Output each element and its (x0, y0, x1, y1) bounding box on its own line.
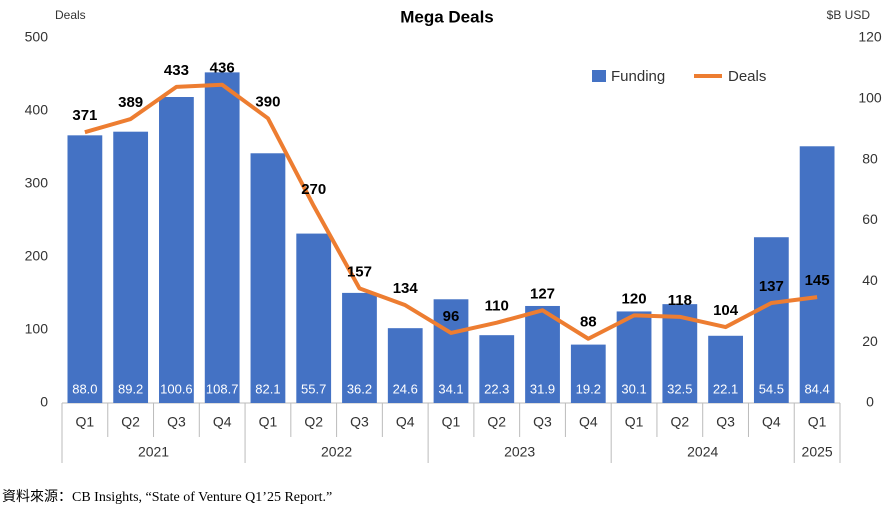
x-tick-label: Q1 (808, 414, 827, 430)
y2-tick-label: 120 (858, 29, 882, 45)
group-label: 2023 (504, 444, 535, 460)
bar-value-label: 22.1 (713, 381, 738, 396)
line-value-label: 436 (210, 60, 235, 77)
y2-tick-label: 40 (862, 272, 878, 288)
line-value-label: 270 (301, 181, 326, 198)
bar-value-label: 36.2 (347, 381, 372, 396)
x-tick-label: Q4 (762, 414, 781, 430)
bar (479, 335, 515, 403)
x-tick-label: Q3 (350, 414, 369, 430)
x-tick-label: Q3 (167, 414, 186, 430)
bar (570, 344, 606, 403)
line-value-label: 371 (72, 107, 97, 124)
line-value-label: 104 (713, 302, 739, 319)
bar-value-label: 100.6 (160, 381, 193, 396)
y2-tick-label: 20 (862, 333, 878, 349)
line-value-label: 120 (622, 290, 647, 307)
bar-value-label: 54.5 (759, 381, 784, 396)
y-tick-label: 0 (40, 394, 48, 410)
group-label: 2025 (802, 444, 833, 460)
x-tick-label: Q4 (396, 414, 415, 430)
bar-value-label: 22.3 (484, 381, 509, 396)
y-tick-label: 200 (25, 248, 49, 264)
x-tick-label: Q2 (304, 414, 323, 430)
bar (433, 299, 469, 403)
line-value-label: 390 (255, 93, 280, 110)
x-tick-label: Q1 (76, 414, 95, 430)
bar-value-label: 108.7 (206, 381, 239, 396)
group-label: 2024 (687, 444, 718, 460)
line-value-label: 96 (443, 308, 460, 325)
x-tick-label: Q3 (533, 414, 552, 430)
bar (525, 305, 560, 403)
chart: Mega Deals Deals $B USD 0100200300400500… (25, 7, 882, 463)
line-value-label: 433 (164, 62, 189, 79)
y-tick-label: 500 (25, 29, 49, 45)
line-value-label: 389 (118, 94, 143, 111)
group-label: 2022 (321, 444, 352, 460)
bar (67, 135, 103, 404)
y2-tick-label: 100 (858, 90, 882, 106)
x-tick-label: Q2 (670, 414, 689, 430)
line-value-label: 145 (805, 272, 830, 289)
x-tick-label: Q1 (259, 414, 278, 430)
bar-value-label: 89.2 (118, 381, 143, 396)
legend-label: Funding (611, 68, 665, 85)
legend-swatch (592, 70, 606, 82)
y2-tick-label: 0 (866, 394, 874, 410)
x-tick-label: Q2 (121, 414, 140, 430)
x-tick-label: Q4 (579, 414, 598, 430)
y-tick-label: 400 (25, 102, 49, 118)
bar (799, 146, 835, 404)
y-axis-label: Deals (55, 8, 86, 22)
line-value-label: 157 (347, 263, 372, 280)
line (84, 82, 818, 341)
line-value-label: 110 (485, 298, 509, 315)
bar (342, 292, 377, 403)
line-value-label: 118 (668, 292, 692, 309)
x-tick-label: Q3 (716, 414, 735, 430)
bar-value-label: 82.1 (255, 381, 280, 396)
y2-axis-label: $B USD (827, 8, 871, 22)
x-tick-label: Q4 (213, 414, 232, 430)
x-tick-label: Q1 (625, 414, 644, 430)
source: 資料來源：CB Insights, “State of Venture Q1’2… (2, 490, 333, 505)
line-value-label: 88 (580, 314, 597, 331)
bar (159, 97, 194, 403)
legend-label: Deals (728, 68, 766, 85)
bar (708, 335, 743, 403)
x-tick-label: Q1 (442, 414, 461, 430)
chart-title: Mega Deals (400, 7, 494, 26)
bar-value-label: 34.1 (438, 381, 463, 396)
bar-value-label: 24.6 (393, 381, 418, 396)
bar (113, 131, 149, 403)
bar-value-label: 31.9 (530, 381, 555, 396)
bar (753, 237, 789, 403)
bar-value-label: 19.2 (576, 381, 601, 396)
line-value-label: 137 (759, 278, 784, 295)
line-value-label: 127 (530, 285, 555, 302)
bar (250, 153, 286, 403)
bar (296, 233, 332, 403)
bar-value-label: 32.5 (667, 381, 692, 396)
bar-value-label: 84.4 (804, 381, 829, 396)
x-tick-label: Q2 (487, 414, 506, 430)
bar-value-label: 88.0 (72, 381, 97, 396)
y-tick-label: 100 (25, 321, 49, 337)
bar-value-label: 55.7 (301, 381, 326, 396)
y2-tick-label: 60 (862, 211, 878, 227)
y2-tick-label: 80 (862, 150, 878, 166)
bar (387, 328, 423, 403)
bar (616, 311, 652, 403)
bar (204, 72, 240, 403)
y-tick-label: 300 (25, 175, 49, 191)
group-label: 2021 (138, 444, 169, 460)
bar-value-label: 30.1 (621, 381, 646, 396)
line-value-label: 134 (393, 280, 419, 297)
